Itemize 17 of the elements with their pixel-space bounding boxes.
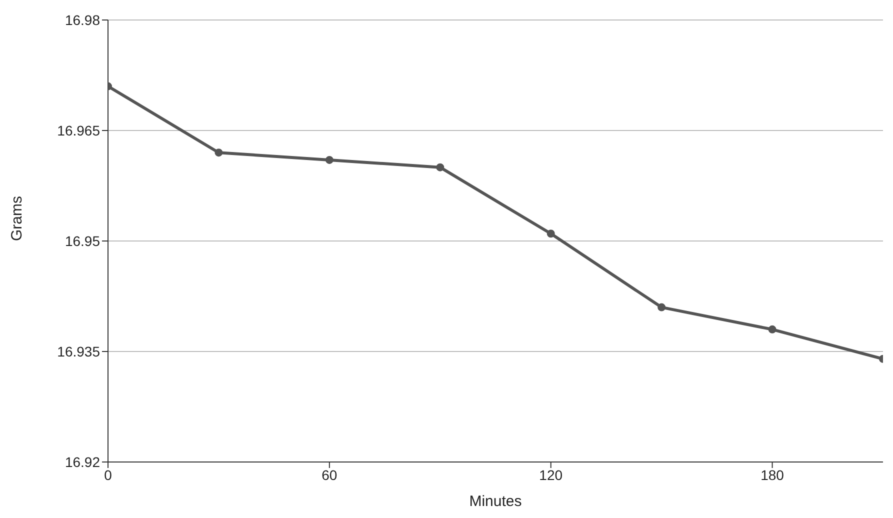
- point: [658, 303, 666, 312]
- point: [546, 230, 555, 238]
- y-axis-title: Grams: [8, 196, 26, 241]
- x-tick-label: 60: [322, 466, 338, 483]
- x-axis-title: Minutes: [469, 493, 522, 510]
- point: [768, 325, 776, 334]
- point: [325, 156, 334, 164]
- y-tick-label: 16.935: [57, 343, 100, 360]
- y-tick-label: 16.95: [64, 232, 100, 249]
- point: [214, 148, 223, 157]
- x-tick-label: 180: [760, 466, 784, 483]
- x-tick-label: 0: [104, 466, 112, 483]
- y-tick-label: 16.98: [64, 12, 100, 28]
- y-tick-label: 16.965: [57, 122, 100, 138]
- point: [436, 163, 444, 172]
- y-tick-label: 16.92: [64, 454, 100, 470]
- x-tick-label: 120: [539, 466, 563, 483]
